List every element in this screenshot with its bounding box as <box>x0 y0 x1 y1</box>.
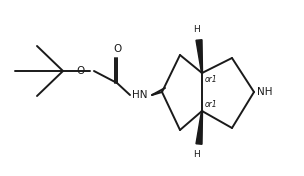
Text: NH: NH <box>257 87 272 97</box>
Text: H: H <box>193 150 199 159</box>
Text: HN: HN <box>132 90 148 100</box>
Text: O: O <box>113 44 121 54</box>
Polygon shape <box>196 111 202 144</box>
Text: or1: or1 <box>205 100 218 109</box>
Text: H: H <box>193 25 199 34</box>
Polygon shape <box>196 40 202 73</box>
Text: O: O <box>77 66 85 76</box>
Text: or1: or1 <box>205 75 218 84</box>
